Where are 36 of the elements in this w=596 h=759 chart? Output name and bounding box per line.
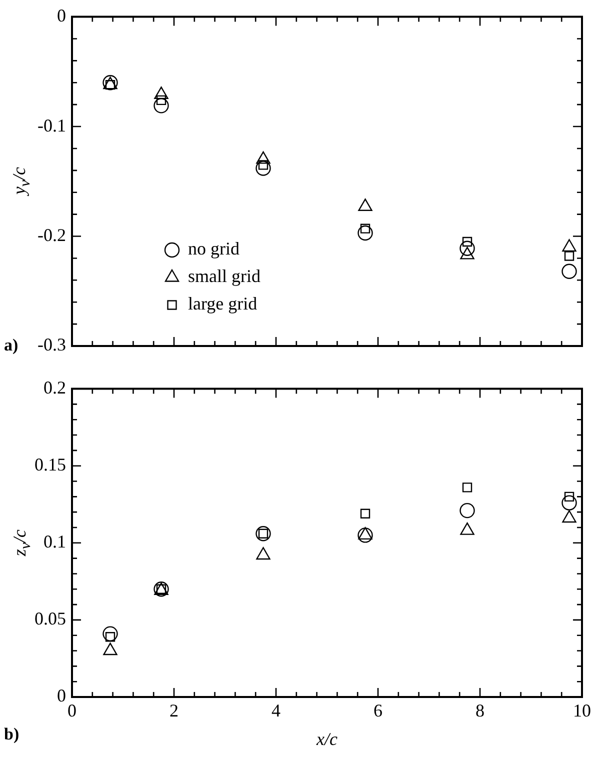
point	[358, 528, 373, 543]
x-tick-label: 6	[374, 700, 382, 721]
y-tick-label: 0.15	[34, 454, 66, 475]
point	[256, 160, 271, 176]
point	[462, 482, 472, 492]
point	[564, 492, 574, 502]
x-tick-label: 8	[476, 700, 484, 721]
legend-label: small grid	[188, 266, 260, 286]
y-tick-label: -0.2	[38, 225, 66, 245]
point	[462, 236, 472, 247]
point	[256, 526, 271, 542]
point	[156, 95, 166, 106]
legend-label: no grid	[188, 238, 240, 259]
point	[102, 626, 118, 642]
point	[360, 508, 370, 518]
x-tick-label: 2	[170, 700, 178, 721]
point	[460, 240, 475, 256]
point	[154, 98, 169, 114]
y-tick-label: -0.1	[38, 115, 66, 136]
point	[564, 251, 574, 261]
text: b)	[4, 724, 20, 744]
x-tick-label: 4	[272, 700, 280, 721]
y-tick-label: 0.2	[44, 378, 66, 398]
y-tick-label: -0.3	[38, 334, 66, 355]
y-tick-label: 0.05	[34, 608, 66, 629]
legend-label: large grid	[188, 294, 258, 314]
point	[562, 495, 577, 510]
x-tick-label: 10	[573, 700, 591, 721]
point	[358, 225, 373, 241]
point	[562, 264, 577, 279]
y-tick-label: 0	[57, 6, 66, 26]
x-axis-title: x/c	[316, 729, 338, 750]
y-tick-label: 0.1	[44, 532, 66, 552]
point	[460, 502, 475, 518]
text: a)	[4, 335, 18, 354]
y-tick-label: 0	[57, 686, 66, 706]
